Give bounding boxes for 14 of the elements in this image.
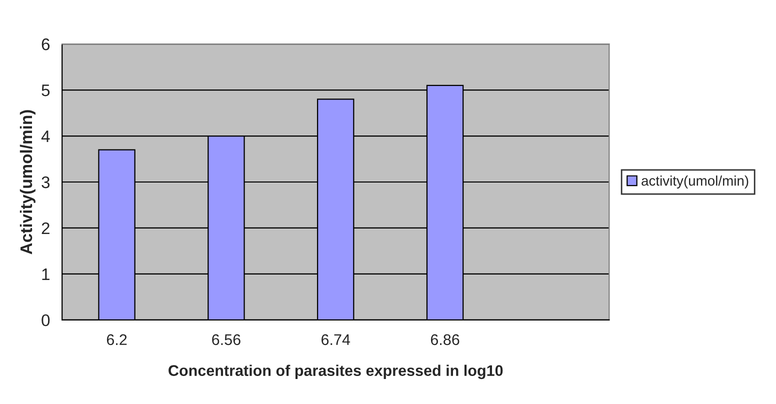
x-tick-label: 6.56 bbox=[212, 334, 240, 346]
y-tick-label: 0 bbox=[42, 314, 50, 326]
legend-label: activity(umol/min) bbox=[642, 176, 748, 188]
y-tick-label: 4 bbox=[41, 130, 50, 142]
y-tick-label: 5 bbox=[42, 84, 50, 96]
y-tick-label: 6 bbox=[42, 38, 50, 50]
y-axis-title: Activity(umol/min) bbox=[20, 110, 36, 254]
y-tick-label: 2 bbox=[42, 222, 50, 234]
y-tick-label: 1 bbox=[42, 268, 50, 280]
x-tick-label: 6.86 bbox=[430, 334, 460, 346]
x-axis-title: Concentration of parasites expressed in log10 bbox=[168, 364, 503, 380]
x-tick-label: 6.2 bbox=[106, 334, 127, 346]
y-tick-label: 3 bbox=[42, 176, 50, 188]
x-tick-label: 6.74 bbox=[322, 334, 350, 346]
